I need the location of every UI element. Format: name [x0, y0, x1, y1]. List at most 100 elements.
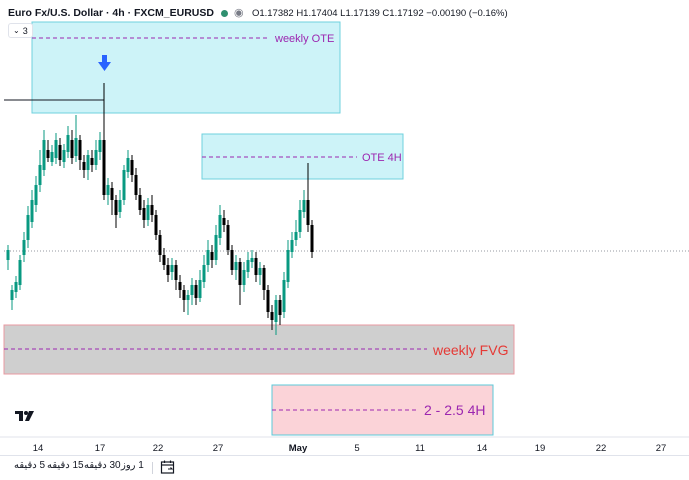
candle-body: [198, 280, 202, 298]
candle-body: [222, 218, 226, 225]
candle-body: [98, 140, 102, 152]
tradingview-logo[interactable]: [15, 408, 37, 424]
candle-body: [258, 268, 262, 275]
candle-body: [14, 282, 18, 292]
candle-body: [306, 200, 310, 225]
ote-4h-label: OTE 4H: [362, 152, 402, 164]
candle-body: [22, 240, 26, 255]
candle-body: [310, 225, 314, 252]
indicators-toggle[interactable]: ⌄ 3: [8, 23, 33, 38]
candle-body: [90, 158, 94, 165]
candle-body: [170, 265, 174, 272]
candle-body: [290, 240, 294, 252]
time-tick-label: 17: [95, 443, 106, 454]
candle-body: [218, 215, 222, 238]
candle-body: [230, 250, 234, 270]
candle-body: [214, 235, 218, 260]
candle-body: [10, 290, 14, 300]
candle-body: [194, 285, 198, 298]
timeframe-1d-button[interactable]: 1 روز: [121, 460, 144, 471]
candle-body: [118, 200, 122, 212]
candle-body: [34, 185, 38, 205]
time-tick-label: May: [289, 443, 308, 454]
time-tick-label: 14: [33, 443, 44, 454]
candle-body: [94, 150, 98, 165]
candle-body: [302, 200, 306, 212]
candles: [6, 83, 314, 335]
candle-body: [134, 175, 138, 195]
candle-body: [274, 300, 278, 322]
candle-body: [250, 258, 254, 262]
toolbar-divider: [152, 462, 153, 474]
candle-body: [58, 145, 62, 160]
candle-body: [298, 210, 302, 232]
candle-body: [294, 232, 298, 240]
timeframe-5m-button[interactable]: 5 دقیقه: [14, 460, 46, 471]
candle-body: [78, 140, 82, 160]
candle-body: [162, 255, 166, 265]
timeframe-15m-button[interactable]: 15 دقیقه: [47, 460, 84, 471]
bottom-toolbar: 5 دقیقه 15 دقیقه 30 دقیقه 1 روز: [0, 455, 689, 480]
candle-body: [86, 155, 90, 170]
market-status-dot: [220, 9, 228, 17]
candle-body: [202, 265, 206, 282]
candle-body: [66, 135, 70, 152]
time-tick-label: 11: [415, 443, 425, 454]
time-tick-label: 14: [477, 443, 488, 454]
candle-body: [114, 200, 118, 215]
candle-body: [50, 152, 54, 162]
indicators-count: 3: [22, 25, 28, 36]
candle-body: [254, 258, 258, 275]
candle-body: [154, 215, 158, 235]
time-tick-label: 22: [153, 443, 164, 454]
candle-body: [6, 250, 10, 260]
time-tick-label: 19: [535, 443, 546, 454]
date-range-icon[interactable]: [160, 459, 176, 475]
candle-body: [70, 140, 74, 158]
candle-body: [18, 260, 22, 285]
candle-body: [110, 188, 114, 200]
candle-body: [122, 170, 126, 200]
candle-body: [158, 235, 162, 255]
candle-body: [126, 158, 130, 172]
candle-body: [270, 312, 274, 320]
candle-body: [234, 262, 238, 270]
candle-body: [62, 150, 66, 162]
candle-body: [166, 265, 170, 275]
symbol-title[interactable]: Euro Fx/U.S. Dollar · 4h · FXCM_EURUSD: [8, 7, 214, 19]
candle-body: [282, 280, 286, 312]
candle-body: [210, 252, 214, 260]
time-axis[interactable]: 14 17 22 27 May 5 11 14 19 22 27: [33, 443, 667, 454]
candle-body: [146, 205, 150, 220]
time-tick-label: 27: [213, 443, 224, 454]
candle-body: [150, 205, 154, 215]
candle-body: [242, 270, 246, 285]
time-tick-label: 5: [354, 443, 359, 454]
candle-body: [26, 215, 30, 240]
arrow-down-icon: [98, 55, 111, 71]
time-tick-label: 27: [656, 443, 667, 454]
candle-body: [286, 250, 290, 282]
weekly-fvg-label: weekly FVG: [432, 342, 508, 358]
candle-body: [190, 285, 194, 295]
range-4h-label: 2 - 2.5 4H: [424, 402, 485, 418]
candle-body: [82, 162, 86, 170]
chart-legend[interactable]: Euro Fx/U.S. Dollar · 4h · FXCM_EURUSD ◉…: [8, 4, 508, 22]
weekly-ote-label: weekly OTE: [274, 33, 334, 45]
candle-body: [178, 282, 182, 290]
candle-body: [174, 265, 178, 280]
candle-body: [42, 140, 46, 170]
candle-body: [246, 260, 250, 272]
weekly-ote-zone[interactable]: [31, 21, 341, 114]
candle-body: [226, 225, 230, 250]
candle-body: [262, 268, 266, 290]
candle-body: [138, 195, 142, 210]
timeframe-30m-button[interactable]: 30 دقیقه: [84, 460, 121, 471]
candle-body: [46, 150, 50, 158]
candle-body: [186, 295, 190, 300]
candle-body: [74, 138, 78, 156]
chevron-down-icon: ⌄: [13, 26, 20, 35]
eye-icon[interactable]: ◉: [233, 7, 244, 19]
candle-body: [54, 140, 58, 158]
